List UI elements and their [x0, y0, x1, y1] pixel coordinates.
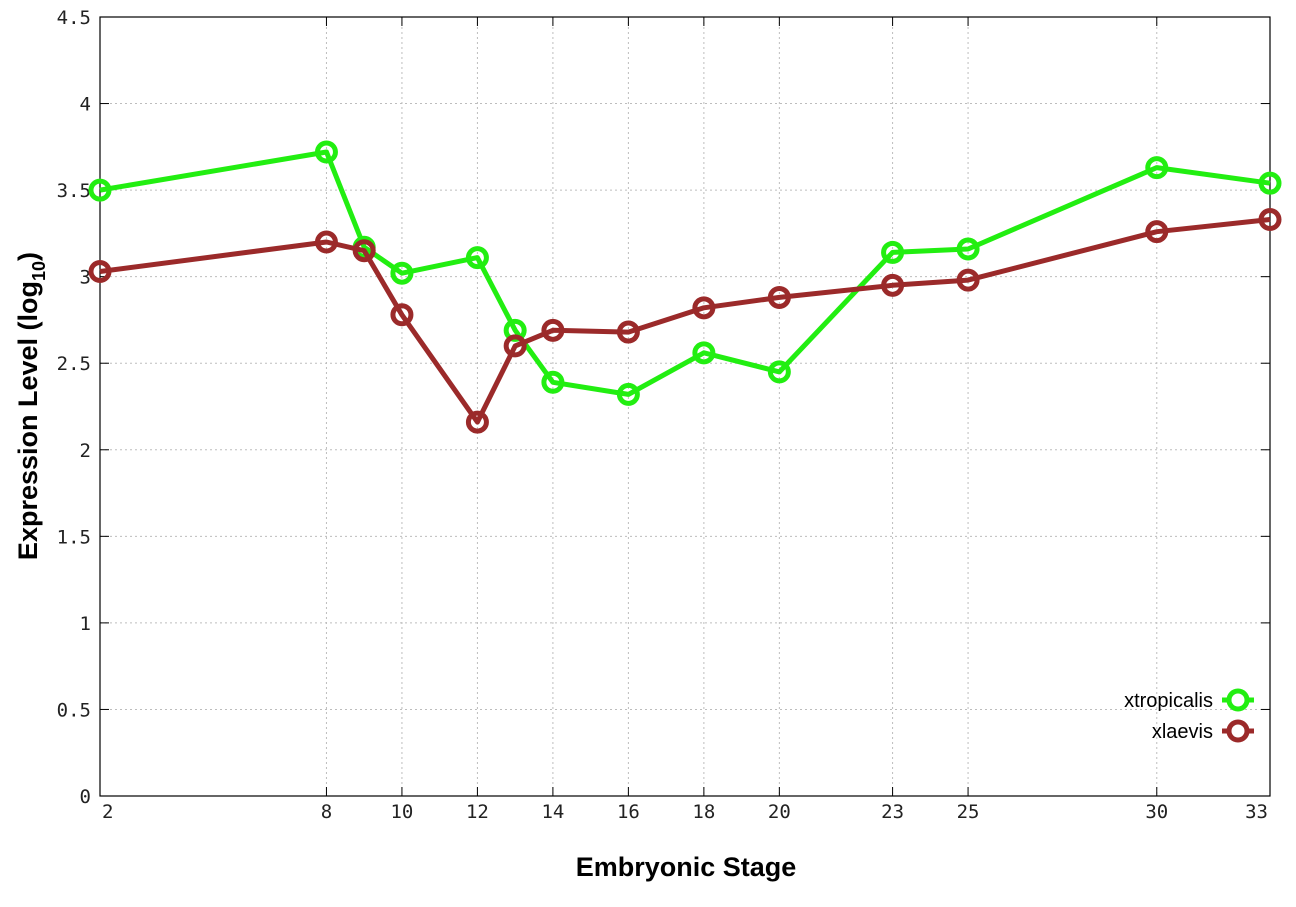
data-point-xlaevis [956, 268, 980, 292]
data-point-xtropicalis [956, 237, 980, 261]
plot-frame [99, 16, 1271, 797]
axis-ticks: 0 0.5 1 1.5 2 2.5 3 3.5 4 4.5 2 8 10 12 14 16 18 20 23 25 30… [57, 7, 1271, 823]
y-tick-label: 2 [80, 440, 91, 462]
data-point-xlaevis [881, 273, 905, 297]
y-axis-title-subscript: 10 [29, 261, 49, 281]
y-tick-label: 4.5 [57, 7, 91, 29]
data-point-xtropicalis [541, 370, 565, 394]
legend-marker-xtropicalis [1226, 688, 1250, 712]
y-tick-label: 1 [80, 613, 91, 635]
x-tick-label: 14 [541, 801, 564, 823]
legend: xtropicalis xlaevis [1124, 688, 1254, 743]
y-tick-label: 1.5 [57, 526, 91, 548]
data-point-xlaevis [692, 296, 716, 320]
data-point-xlaevis [390, 303, 414, 327]
y-tick-label: 2.5 [57, 353, 91, 375]
series-line-xtropicalis [99, 149, 1271, 397]
data-point-xlaevis [503, 334, 527, 358]
data-point-xtropicalis [465, 246, 489, 270]
x-tick-label: 25 [957, 801, 980, 823]
grid [100, 17, 1270, 796]
y-axis-title: Expression Level (log10) [13, 252, 49, 560]
data-point-xlaevis [1145, 220, 1169, 244]
x-tick-label: 30 [1145, 801, 1168, 823]
x-tick-label: 8 [321, 801, 332, 823]
x-tick-label: 18 [692, 801, 715, 823]
x-tick-label: 23 [881, 801, 904, 823]
data-point-xlaevis [1258, 208, 1282, 232]
y-tick-label: 3.5 [57, 180, 91, 202]
data-point-xlaevis [352, 239, 376, 263]
x-tick-label: 2 [102, 801, 113, 823]
legend-item-xlaevis: xlaevis [1152, 719, 1254, 743]
data-point-xtropicalis [881, 240, 905, 264]
y-tick-label: 0 [80, 786, 91, 808]
legend-item-xtropicalis: xtropicalis [1124, 688, 1254, 712]
data-point-xlaevis [541, 318, 565, 342]
data-point-xtropicalis [314, 140, 338, 164]
data-point-xtropicalis [88, 178, 112, 202]
data-point-xlaevis [767, 285, 791, 309]
x-tick-label: 33 [1245, 801, 1268, 823]
y-axis-title-main: Expression Level (log [13, 281, 43, 560]
x-tick-label: 20 [768, 801, 791, 823]
y-tick-label: 4 [80, 94, 91, 116]
data-point-xtropicalis [767, 360, 791, 384]
data-point-xtropicalis [616, 382, 640, 406]
x-tick-label: 16 [617, 801, 640, 823]
legend-marker-xlaevis [1226, 719, 1250, 743]
data-point-xtropicalis [1258, 171, 1282, 195]
data-point-xlaevis [616, 320, 640, 344]
series [88, 140, 1282, 434]
y-tick-label: 0.5 [57, 699, 91, 721]
series-line-xlaevis [99, 217, 1271, 425]
data-point-xlaevis [465, 410, 489, 434]
data-point-xtropicalis [390, 261, 414, 285]
data-point-xlaevis [314, 230, 338, 254]
x-tick-label: 10 [390, 801, 413, 823]
legend-label-xtropicalis: xtropicalis [1124, 690, 1213, 712]
data-point-xlaevis [88, 259, 112, 283]
data-point-xtropicalis [1145, 156, 1169, 180]
legend-label-xlaevis: xlaevis [1152, 721, 1213, 743]
y-tick-label: 3 [80, 267, 91, 289]
x-axis-title: Embryonic Stage [576, 852, 797, 882]
data-point-xtropicalis [692, 341, 716, 365]
y-axis-title-close: ) [13, 252, 43, 261]
x-tick-label: 12 [466, 801, 489, 823]
